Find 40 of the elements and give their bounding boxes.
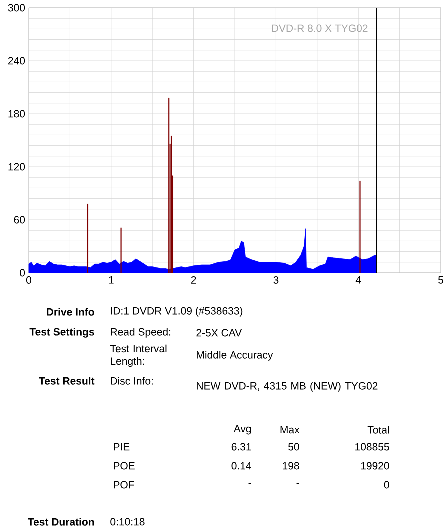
text: 198 [283, 462, 300, 470]
text: 19920 [361, 462, 390, 470]
x-tick-label: 5 [438, 276, 444, 284]
y-tick-label: 240 [8, 57, 26, 65]
text: 0:10:18 [110, 518, 145, 526]
text: Disc Info: [111, 377, 153, 385]
text: 108855 [356, 443, 390, 451]
x-tick-label: 2 [191, 276, 196, 284]
text: Avg [234, 425, 252, 435]
text: Test Interval Length: [110, 344, 167, 368]
x-tick-label: 4 [356, 276, 362, 284]
text: ID:1 DVDR V1.09 (#538633) [111, 307, 243, 317]
text: Read Speed: [111, 328, 171, 338]
text: NEW DVD-R, 4315 MB (NEW) TYG02 [197, 382, 378, 392]
x-tick-label: 3 [274, 276, 279, 284]
text: Drive Info [47, 308, 94, 316]
x-tick-label: 1 [109, 276, 114, 284]
text: Test Settings [30, 328, 94, 338]
text: 2-5X CAV [196, 329, 242, 337]
y-tick-label: 60 [14, 216, 26, 224]
annotation: DVD-R 8.0 X TYG02 [272, 24, 368, 32]
text: Test Duration [28, 518, 94, 526]
text: POE [114, 462, 135, 470]
text: 0.14 [232, 462, 252, 470]
y-tick-label: 0 [20, 269, 26, 277]
text: PIE [114, 443, 130, 451]
text: - [248, 483, 252, 484]
text: Test Result [39, 377, 95, 385]
y-tick-label: 300 [8, 4, 26, 12]
text: 0 [384, 481, 390, 489]
text: 50 [288, 443, 300, 451]
text: 6.31 [232, 443, 252, 451]
y-tick-label: 120 [8, 163, 26, 171]
text: Total [368, 426, 390, 434]
y-tick-label: 180 [8, 110, 26, 118]
x-tick-label: 0 [26, 276, 32, 284]
text: Middle Accuracy [197, 351, 274, 361]
text: Max [280, 426, 300, 434]
text: - [296, 483, 300, 484]
text: POF [114, 481, 134, 489]
